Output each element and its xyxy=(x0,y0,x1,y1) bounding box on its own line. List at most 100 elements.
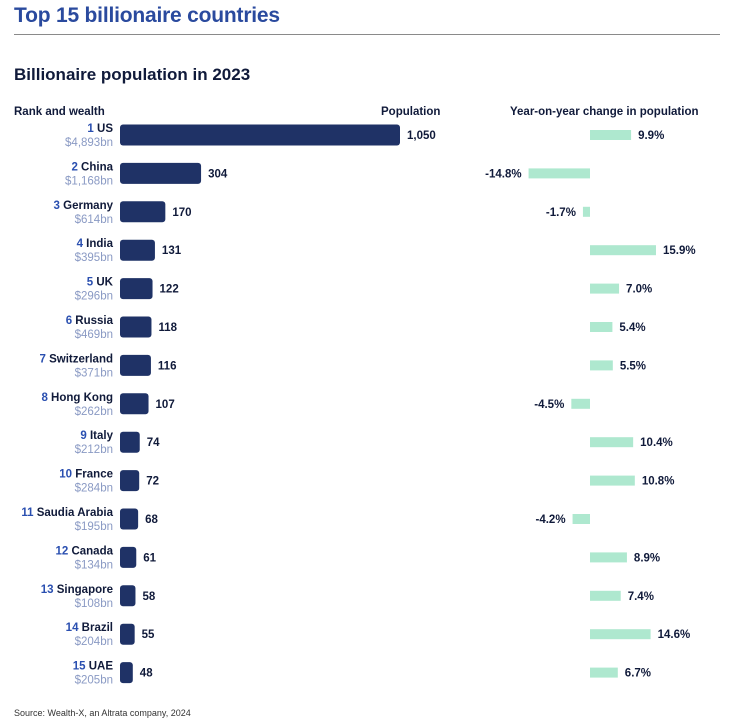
change-bar xyxy=(590,552,627,563)
country-name: UK xyxy=(96,277,113,289)
country-name: Singapore xyxy=(57,584,113,596)
change-bar xyxy=(590,130,632,140)
rank-number: 4 xyxy=(77,238,87,250)
population-value-label: 61 xyxy=(143,552,156,564)
change-value-label: 7.4% xyxy=(628,591,654,603)
change-value-label: 14.6% xyxy=(658,629,691,641)
change-value-label: 10.8% xyxy=(642,476,675,488)
change-bar xyxy=(572,514,590,524)
wealth-label: $395bn xyxy=(75,252,113,264)
population-bar xyxy=(120,470,140,492)
change-value-label: 8.9% xyxy=(634,552,660,564)
country-label: 10 France xyxy=(59,469,113,481)
population-bar xyxy=(120,546,137,568)
population-bar xyxy=(120,239,155,261)
rank-number: 14 xyxy=(66,622,82,634)
population-value-label: 118 xyxy=(158,322,177,334)
country-label: 8 Hong Kong xyxy=(41,392,113,404)
change-value-label: 5.4% xyxy=(619,322,645,334)
country-label: 7 Switzerland xyxy=(40,353,114,365)
change-bar xyxy=(590,590,621,601)
population-value-label: 122 xyxy=(160,284,179,296)
wealth-label: $204bn xyxy=(75,636,113,648)
population-bar xyxy=(120,124,400,146)
country-label: 6 Russia xyxy=(66,315,114,327)
change-bar xyxy=(590,629,651,640)
population-value-label: 48 xyxy=(140,668,153,680)
rank-number: 11 xyxy=(21,507,36,519)
change-bar xyxy=(590,283,620,294)
wealth-label: $134bn xyxy=(75,559,113,571)
population-value-label: 107 xyxy=(156,399,175,411)
country-name: India xyxy=(86,238,113,250)
population-value-label: 1,050 xyxy=(407,130,436,142)
country-label: 3 Germany xyxy=(54,200,114,212)
country-label: 4 India xyxy=(77,238,114,250)
population-bar xyxy=(120,431,140,453)
change-bar xyxy=(582,206,590,217)
country-name: Saudia Arabia xyxy=(37,507,114,519)
change-value-label: -4.5% xyxy=(534,399,564,411)
wealth-label: $4,893bn xyxy=(65,137,113,149)
population-bar xyxy=(120,508,139,530)
country-name: Italy xyxy=(90,430,114,442)
change-bar xyxy=(590,475,635,486)
change-bar xyxy=(590,322,613,332)
population-value-label: 304 xyxy=(208,168,228,180)
country-label: 9 Italy xyxy=(80,430,113,442)
population-bar xyxy=(120,316,152,338)
country-name: US xyxy=(97,123,113,135)
wealth-label: $1,168bn xyxy=(65,175,113,187)
population-bar xyxy=(120,278,153,300)
rank-number: 9 xyxy=(80,430,90,442)
wealth-label: $284bn xyxy=(75,483,113,495)
rank-number: 6 xyxy=(66,315,76,327)
chart-title: Top 15 billionaire countries xyxy=(14,4,280,27)
country-name: France xyxy=(75,469,113,481)
wealth-label: $469bn xyxy=(75,329,113,341)
population-value-label: 116 xyxy=(158,360,177,372)
rank-number: 8 xyxy=(41,392,51,404)
rank-number: 12 xyxy=(55,545,71,557)
wealth-label: $371bn xyxy=(75,367,113,379)
wealth-label: $212bn xyxy=(75,444,113,456)
rank-number: 13 xyxy=(41,584,57,596)
population-value-label: 170 xyxy=(172,207,191,219)
change-header: Year-on-year change in population xyxy=(510,106,699,118)
country-name: Switzerland xyxy=(49,353,113,365)
rank-number: 2 xyxy=(71,161,81,173)
chart-subtitle: Billionaire population in 2023 xyxy=(14,65,251,84)
wealth-label: $296bn xyxy=(75,291,113,303)
country-label: 2 China xyxy=(71,161,113,173)
country-label: 1 US xyxy=(87,123,113,135)
change-value-label: -4.2% xyxy=(536,514,566,526)
population-bar xyxy=(120,354,151,376)
country-label: 15 UAE xyxy=(73,661,114,673)
population-bar xyxy=(120,162,202,184)
population-bar xyxy=(120,585,136,607)
wealth-label: $614bn xyxy=(75,214,113,226)
population-bar xyxy=(120,201,166,223)
change-value-label: -1.7% xyxy=(546,207,576,219)
country-name: Germany xyxy=(63,200,113,212)
change-bar xyxy=(590,437,634,448)
change-bar xyxy=(571,398,590,409)
country-label: 14 Brazil xyxy=(66,622,113,634)
country-name: Russia xyxy=(75,315,113,327)
rank-number: 15 xyxy=(73,661,89,673)
change-value-label: 10.4% xyxy=(640,437,673,449)
change-bar xyxy=(528,168,590,179)
rank-number: 10 xyxy=(59,469,75,481)
population-bar xyxy=(120,393,149,415)
rank-number: 5 xyxy=(87,277,97,289)
change-value-label: 7.0% xyxy=(626,284,652,296)
change-bar xyxy=(590,667,618,678)
country-name: Canada xyxy=(71,545,113,557)
change-value-label: 9.9% xyxy=(638,130,664,142)
population-value-label: 74 xyxy=(147,437,160,449)
wealth-label: $195bn xyxy=(75,521,113,533)
change-bar xyxy=(590,245,656,256)
title-divider xyxy=(14,34,720,35)
change-value-label: 6.7% xyxy=(625,668,651,680)
